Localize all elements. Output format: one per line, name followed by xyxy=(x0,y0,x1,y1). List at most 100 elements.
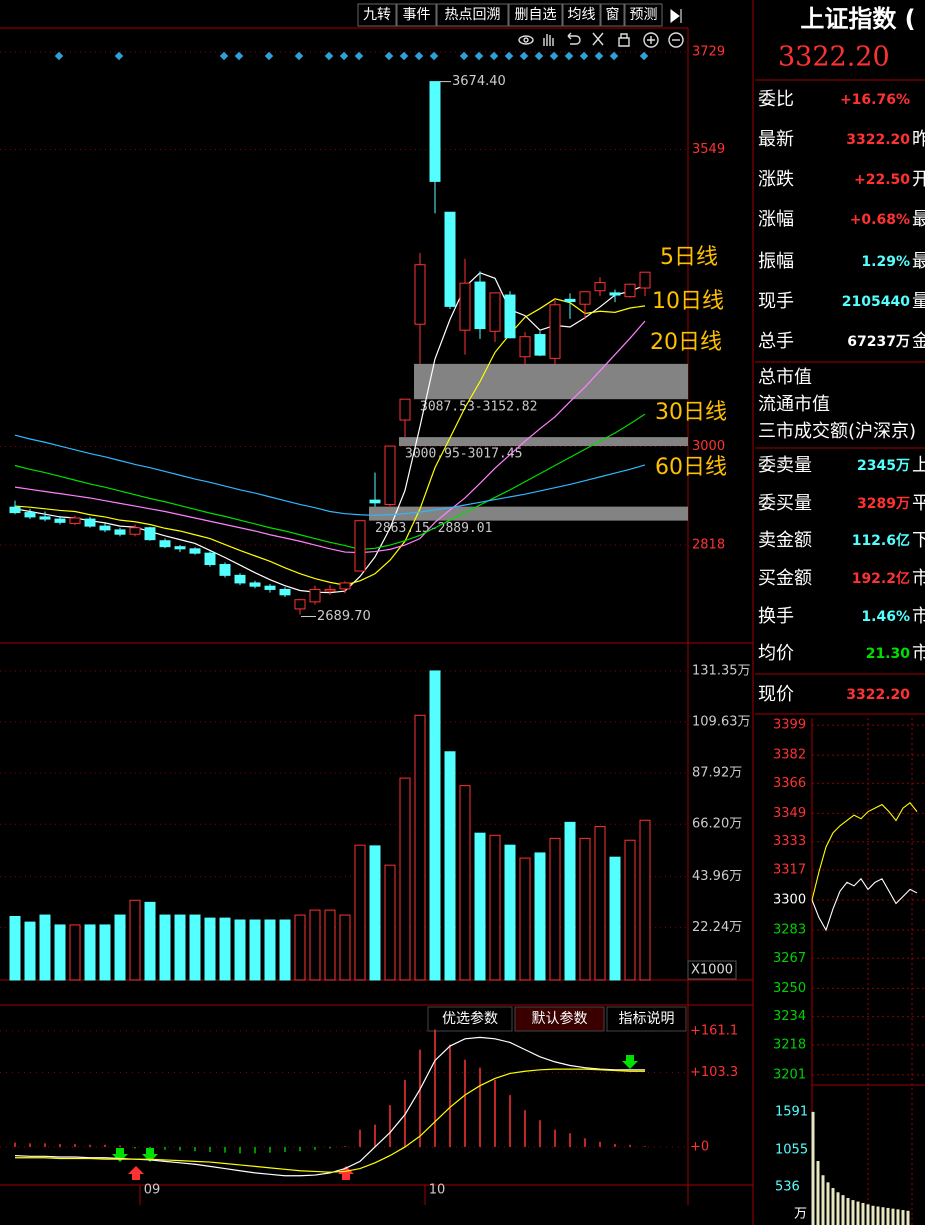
quote-label: 三市成交额(沪深京) xyxy=(758,421,916,442)
volume-bar xyxy=(369,845,381,981)
volume-bar xyxy=(414,714,426,981)
quote-suffix: 市 xyxy=(912,643,925,664)
candle-body xyxy=(144,527,156,541)
tab[interactable] xyxy=(514,1006,605,1032)
candle-body xyxy=(234,574,246,584)
toolbar-button[interactable] xyxy=(436,3,509,27)
quote-suffix: 最 xyxy=(912,209,925,230)
x-tick-label: 10 xyxy=(429,1183,446,1198)
candle-body xyxy=(324,588,336,592)
quote-value: 67237万 xyxy=(847,334,910,350)
toolbar-label[interactable]: 均线 xyxy=(568,7,596,23)
volume-bar xyxy=(474,832,486,981)
ma-line xyxy=(14,320,646,554)
toolbar-label[interactable]: 事件 xyxy=(403,7,431,23)
toolbar-button[interactable] xyxy=(562,3,601,27)
volume-bar xyxy=(579,837,591,981)
event-marker xyxy=(54,51,64,61)
quote-label: 委比 xyxy=(758,89,794,110)
y-tick-label: +103.3 xyxy=(690,1065,738,1080)
quote-label: 均价 xyxy=(758,643,794,664)
candle-body xyxy=(294,599,306,610)
volume-bar xyxy=(339,914,351,981)
icon-plus xyxy=(647,36,655,44)
toolbar-label[interactable]: 删自选 xyxy=(515,7,557,23)
icon-eye[interactable] xyxy=(518,35,534,45)
icon-undo[interactable] xyxy=(567,32,581,45)
y-tick-label: 2818 xyxy=(692,538,725,553)
icon-zoom-in[interactable] xyxy=(643,32,659,48)
y-tick-label: 43.96万 xyxy=(692,869,742,884)
ma-label: 60日线 xyxy=(655,455,727,480)
volume-bar xyxy=(129,899,141,981)
y-tick-label: 109.63万 xyxy=(692,715,751,730)
candle-body xyxy=(129,527,141,535)
tab-label[interactable]: 优选参数 xyxy=(442,1010,498,1027)
toolbar-button[interactable] xyxy=(357,3,397,27)
candle-body xyxy=(609,292,621,296)
volume-bar xyxy=(609,856,621,981)
event-marker xyxy=(414,51,424,61)
volume-bar xyxy=(189,914,201,981)
volume-bar xyxy=(549,837,561,981)
y-tick-label: 66.20万 xyxy=(692,817,742,832)
y-tick-label: 3349 xyxy=(773,806,806,821)
y-tick-label: 1591 xyxy=(775,1104,808,1119)
volume-bar xyxy=(639,819,651,981)
ma-label: 20日线 xyxy=(650,330,722,355)
candle-body xyxy=(159,540,171,548)
tab-label[interactable]: 默认参数 xyxy=(532,1010,588,1027)
toolbar-label[interactable]: 预测 xyxy=(630,7,658,23)
event-marker xyxy=(489,51,499,61)
candle-body xyxy=(579,291,591,305)
volume-bar xyxy=(534,852,546,981)
candle-body xyxy=(429,81,441,182)
icon-cut[interactable] xyxy=(592,32,604,46)
gap-label: 3087.53-3152.82 xyxy=(420,400,537,415)
quote-title: 上证指数 ( xyxy=(800,5,915,33)
icon-hand[interactable] xyxy=(543,34,554,46)
icon-expand[interactable] xyxy=(670,9,682,23)
low-label: 2689.70 xyxy=(317,609,371,624)
tab[interactable] xyxy=(606,1006,687,1032)
icon-zoom-out[interactable] xyxy=(668,32,684,48)
event-marker xyxy=(459,51,469,61)
y-tick-label: +161.1 xyxy=(690,1023,738,1038)
volume-bar xyxy=(234,919,246,981)
volume-bar xyxy=(69,924,81,981)
quote-label: 涨跌 xyxy=(758,169,794,190)
intraday-line xyxy=(811,877,918,932)
candle-body xyxy=(39,516,51,520)
candle-body xyxy=(264,585,276,590)
toolbar-label[interactable]: 九转 xyxy=(363,7,391,23)
event-marker xyxy=(324,51,334,61)
toolbar-label[interactable]: 窗 xyxy=(606,6,620,23)
volume-bar xyxy=(39,914,51,981)
quote-label: 总市值 xyxy=(758,367,812,388)
volume-bar xyxy=(54,924,66,981)
event-marker xyxy=(384,51,394,61)
candle-body xyxy=(399,398,411,421)
toolbar-button[interactable] xyxy=(600,3,625,27)
volume-bar xyxy=(444,751,456,981)
icon-lock[interactable] xyxy=(618,33,630,47)
candle-body xyxy=(84,518,96,527)
toolbar-button[interactable] xyxy=(508,3,563,27)
quote-label: 涨幅 xyxy=(758,209,794,230)
y-tick-label: 22.24万 xyxy=(692,920,742,935)
tab[interactable] xyxy=(427,1006,513,1032)
y-tick-label: 87.92万 xyxy=(692,766,742,781)
toolbar-button[interactable] xyxy=(624,3,663,27)
candle-body xyxy=(249,582,261,587)
candle-body xyxy=(309,588,321,603)
candle-body xyxy=(24,512,36,518)
tab-label[interactable]: 指标说明 xyxy=(619,1011,675,1027)
quote-suffix: 市 xyxy=(912,606,925,627)
candle-body xyxy=(534,334,546,356)
toolbar-button[interactable] xyxy=(396,3,437,27)
volume-bar xyxy=(144,901,156,981)
quote-value: 1.46% xyxy=(861,609,910,625)
quote-suffix: 上 xyxy=(912,455,925,476)
toolbar-label[interactable]: 热点回溯 xyxy=(445,7,501,23)
